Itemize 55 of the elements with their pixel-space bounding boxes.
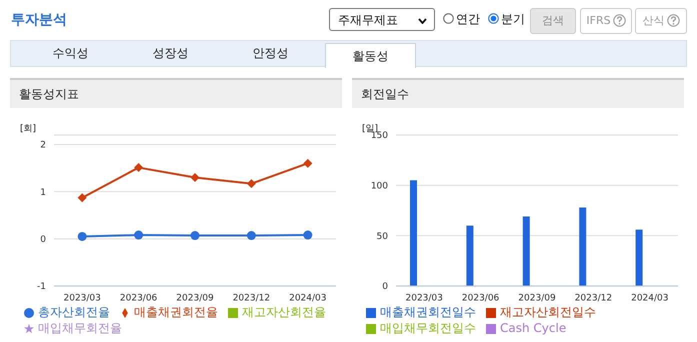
chart-title: 활동성지표: [10, 80, 342, 108]
x-tick-label: 2023/09: [176, 293, 214, 304]
legend-label: 재고자산회전율: [242, 305, 326, 319]
point: [303, 230, 312, 240]
legend-label: 재고자산회전일수: [500, 305, 596, 319]
x-tick-label: 2023/12: [574, 293, 612, 304]
y-axis-title: [회]: [20, 123, 36, 135]
bar: [466, 226, 474, 286]
bar: [522, 216, 530, 286]
text: 분기: [500, 11, 525, 28]
text: 주재무제표: [329, 8, 435, 31]
legend-label: 매출채권회전일수: [380, 305, 476, 319]
x-tick-label: 2024/03: [289, 293, 326, 304]
legend-label: 매출채권회전율: [134, 305, 218, 319]
text: IFRS: [580, 8, 632, 34]
text: 연간: [455, 11, 480, 28]
x-tick-label: 2023/12: [232, 293, 270, 304]
y-tick-label: 100: [370, 182, 388, 192]
legend-label: 매입채무회전일수: [380, 321, 476, 335]
bar: [410, 180, 417, 286]
text: 투자분석: [11, 11, 67, 29]
y-tick-label: 0: [40, 235, 46, 246]
y-tick-label: 1: [40, 188, 46, 198]
bar: [579, 207, 586, 286]
bar: [636, 230, 643, 286]
text: 안정성: [252, 45, 290, 62]
point: [246, 179, 256, 188]
point: [190, 231, 200, 240]
legend-label: 매입채무회전율: [38, 321, 122, 335]
text: 수익성: [52, 45, 90, 62]
point: [134, 230, 144, 240]
chart-title: 회전일수: [352, 80, 684, 108]
x-tick-label: 2023/09: [518, 293, 556, 304]
y-tick-label: 150: [370, 131, 388, 142]
point: [78, 193, 87, 202]
x-tick-label: 2023/03: [406, 293, 443, 304]
legend-label: 총자산회전율: [38, 305, 110, 319]
text: 산식: [635, 8, 687, 34]
x-tick-label: 2023/06: [120, 293, 158, 304]
y-tick-label: -1: [37, 282, 46, 292]
point: [78, 232, 87, 241]
y-tick-label: 0: [382, 282, 388, 292]
point: [134, 163, 144, 172]
y-tick-label: 2: [40, 140, 46, 151]
x-tick-label: 2024/03: [631, 293, 668, 304]
text: 검색: [530, 8, 576, 34]
text: 활동성: [325, 43, 416, 68]
x-tick-label: 2023/06: [462, 293, 500, 304]
y-tick-label: 50: [376, 232, 388, 242]
point: [303, 158, 312, 168]
legend-label: Cash Cycle: [500, 321, 566, 335]
text: 성장성: [152, 45, 190, 62]
point: [246, 231, 256, 240]
x-tick-label: 2023/03: [64, 293, 101, 304]
point: [190, 172, 200, 182]
